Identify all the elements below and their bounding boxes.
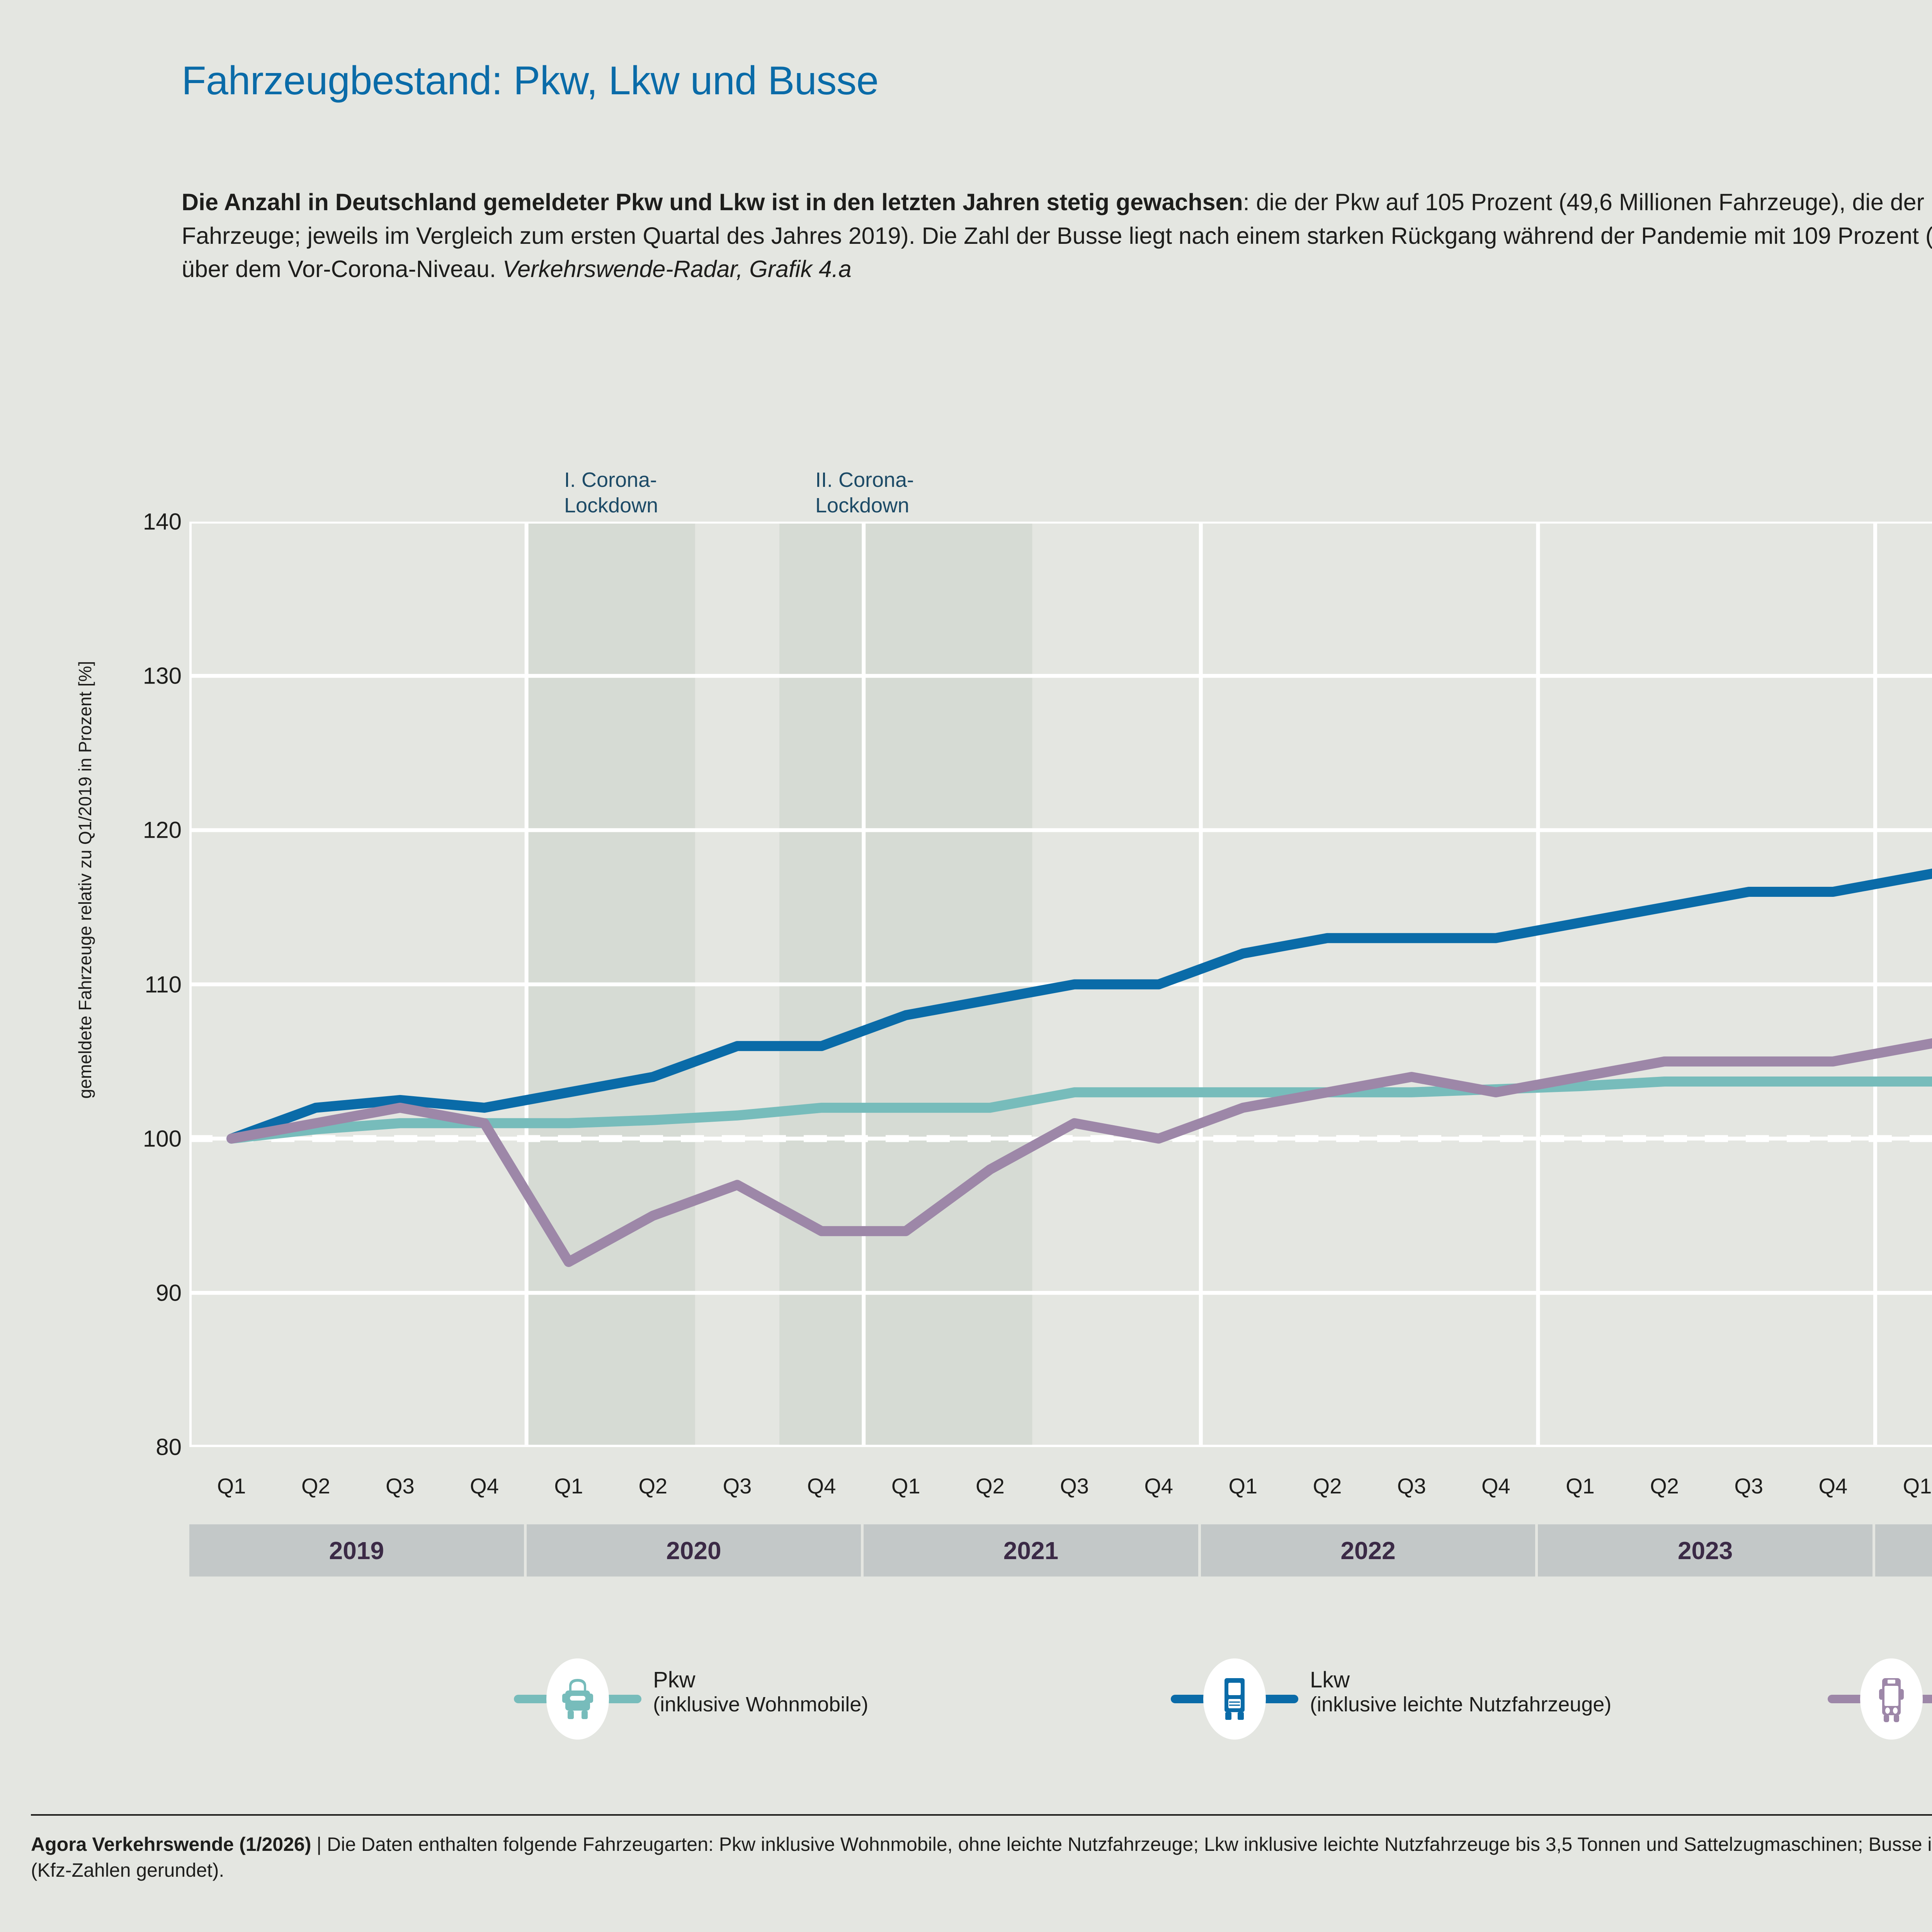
x-tick-label-2019-Q3: Q3 (386, 1473, 415, 1498)
series-line-lkw (226, 868, 1932, 1144)
x-tick-label-2022-Q1: Q1 (1228, 1473, 1258, 1498)
intro-lead: Die Anzahl in Deutschland gemeldeter Pkw… (182, 189, 1243, 215)
x-tick-label-2021-Q2: Q2 (976, 1473, 1005, 1498)
y-axis-title: gemeldete Fahrzeuge relativ zu Q1/2019 i… (75, 661, 95, 1099)
y-tick-label-110: 110 (145, 971, 182, 997)
legend-sub-pkw: (inklusive Wohnmobile) (653, 1692, 869, 1716)
annotation-lockdown-1: I. Corona- Lockdown (564, 468, 658, 519)
x-tick-label-2019-Q2: Q2 (301, 1473, 330, 1498)
legend-text-pkw: Pkw (inklusive Wohnmobile) (653, 1658, 868, 1716)
car-icon (562, 1679, 593, 1719)
legend-name-lkw: Lkw (1310, 1667, 1350, 1692)
legend-bubble-lkw (1203, 1658, 1266, 1740)
annotation-lockdown-2: II. Corona- Lockdown (815, 468, 914, 519)
footer-note: Agora Verkehrswende (1/2026) | Die Daten… (31, 1832, 1932, 1883)
year-band-2024: 2024 (1875, 1524, 1932, 1577)
x-tick-label-2020-Q1: Q1 (554, 1473, 583, 1498)
lockdown-2-line-1: II. Corona- (815, 468, 914, 492)
intro-paragraph: Die Anzahl in Deutschland gemeldeter Pkw… (182, 185, 1932, 286)
x-tick-label-2020-Q3: Q3 (723, 1473, 752, 1498)
y-tick-label-80: 80 (156, 1434, 182, 1460)
x-tick-label-2023-Q1: Q1 (1566, 1473, 1595, 1498)
legend-sub-lkw: (inklusive leichte Nutzfahrzeuge) (1310, 1692, 1612, 1716)
x-tick-label-2020-Q4: Q4 (807, 1473, 836, 1498)
x-tick-label-2019-Q1: Q1 (217, 1473, 246, 1498)
y-tick-label-120: 120 (143, 817, 182, 843)
x-tick-label-2020-Q2: Q2 (638, 1473, 668, 1498)
intro-source-ref: Verkehrswende-Radar, Grafik 4.a (502, 256, 852, 282)
x-tick-label-2022-Q3: Q3 (1397, 1473, 1426, 1498)
x-tick-label-2021-Q4: Q4 (1144, 1473, 1173, 1498)
bus-icon (1879, 1678, 1904, 1722)
x-tick-label-2023-Q3: Q3 (1734, 1473, 1764, 1498)
year-band-2021: 2021 (864, 1524, 1201, 1577)
x-tick-label-2022-Q2: Q2 (1313, 1473, 1342, 1498)
chart-legend: Pkw (inklusive Wohnmobile) (0, 1658, 1932, 1758)
legend-item-lkw[interactable]: Lkw (inklusive leichte Nutzfahrzeuge) (1171, 1658, 1611, 1741)
legend-marker-busse (1828, 1658, 1932, 1741)
legend-marker-pkw (514, 1658, 641, 1741)
footer-source: Agora Verkehrswende (1/2026) (31, 1833, 311, 1855)
x-tick-label-2024-Q1: Q1 (1903, 1473, 1932, 1498)
y-tick-label-130: 130 (143, 663, 182, 689)
y-tick-label-100: 100 (143, 1126, 182, 1152)
legend-bubble-pkw (546, 1658, 609, 1740)
year-band-2023: 2023 (1538, 1524, 1875, 1577)
lockdown-2-line-2: Lockdown (815, 493, 910, 517)
legend-name-pkw: Pkw (653, 1667, 696, 1692)
x-tick-label-2023-Q2: Q2 (1650, 1473, 1679, 1498)
legend-item-busse[interactable]: Busse (inklusive Reisebusse) (1828, 1658, 1932, 1741)
y-tick-label-140: 140 (143, 509, 182, 535)
legend-text-lkw: Lkw (inklusive leichte Nutzfahrzeuge) (1310, 1658, 1611, 1716)
lockdown-1-line-2: Lockdown (564, 493, 658, 517)
y-tick-label-90: 90 (156, 1280, 182, 1306)
x-tick-label-2022-Q4: Q4 (1481, 1473, 1510, 1498)
year-band-2020: 2020 (526, 1524, 864, 1577)
legend-bubble-busse (1860, 1658, 1923, 1740)
year-band-2019: 2019 (189, 1524, 527, 1577)
page-title: Fahrzeugbestand: Pkw, Lkw und Busse (182, 58, 879, 103)
legend-item-pkw[interactable]: Pkw (inklusive Wohnmobile) (514, 1658, 868, 1741)
chart-canvas (189, 522, 1932, 1447)
x-tick-label-2023-Q4: Q4 (1818, 1473, 1848, 1498)
footer-divider (31, 1814, 1932, 1816)
line-chart (189, 522, 1932, 1447)
lockdown-1-line-1: I. Corona- (564, 468, 657, 492)
y-axis: gemeldete Fahrzeuge relativ zu Q1/2019 i… (75, 0, 182, 1932)
footer-detail: | Die Daten enthalten folgende Fahrzeuga… (31, 1833, 1932, 1881)
x-tick-label-2021-Q3: Q3 (1060, 1473, 1089, 1498)
x-tick-label-2019-Q4: Q4 (470, 1473, 499, 1498)
legend-marker-lkw (1171, 1658, 1298, 1741)
truck-icon (1225, 1678, 1245, 1720)
series-line-busse (226, 1038, 1932, 1267)
intro-body: : die der Pkw auf 105 Prozent (49,6 Mill… (182, 189, 1932, 282)
x-axis-quarters: Q1 Q2 Q3 Q4 Q1 Q2 Q3 Q4 Q1 Q2 Q3 Q4 Q1 Q2 Q3 Q4 Q1 Q2 Q3 Q4… (189, 1447, 1932, 1524)
year-band-2022: 2022 (1201, 1524, 1538, 1577)
x-tick-label-2021-Q1: Q1 (891, 1473, 920, 1498)
